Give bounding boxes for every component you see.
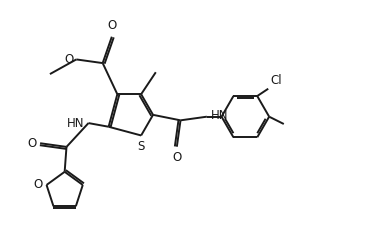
Text: HN: HN bbox=[211, 109, 229, 123]
Text: O: O bbox=[64, 53, 74, 66]
Text: Cl: Cl bbox=[270, 74, 282, 87]
Text: O: O bbox=[107, 19, 116, 31]
Text: O: O bbox=[33, 179, 42, 191]
Text: O: O bbox=[172, 151, 182, 164]
Text: O: O bbox=[27, 137, 36, 150]
Text: S: S bbox=[137, 140, 145, 153]
Text: HN: HN bbox=[67, 117, 84, 130]
